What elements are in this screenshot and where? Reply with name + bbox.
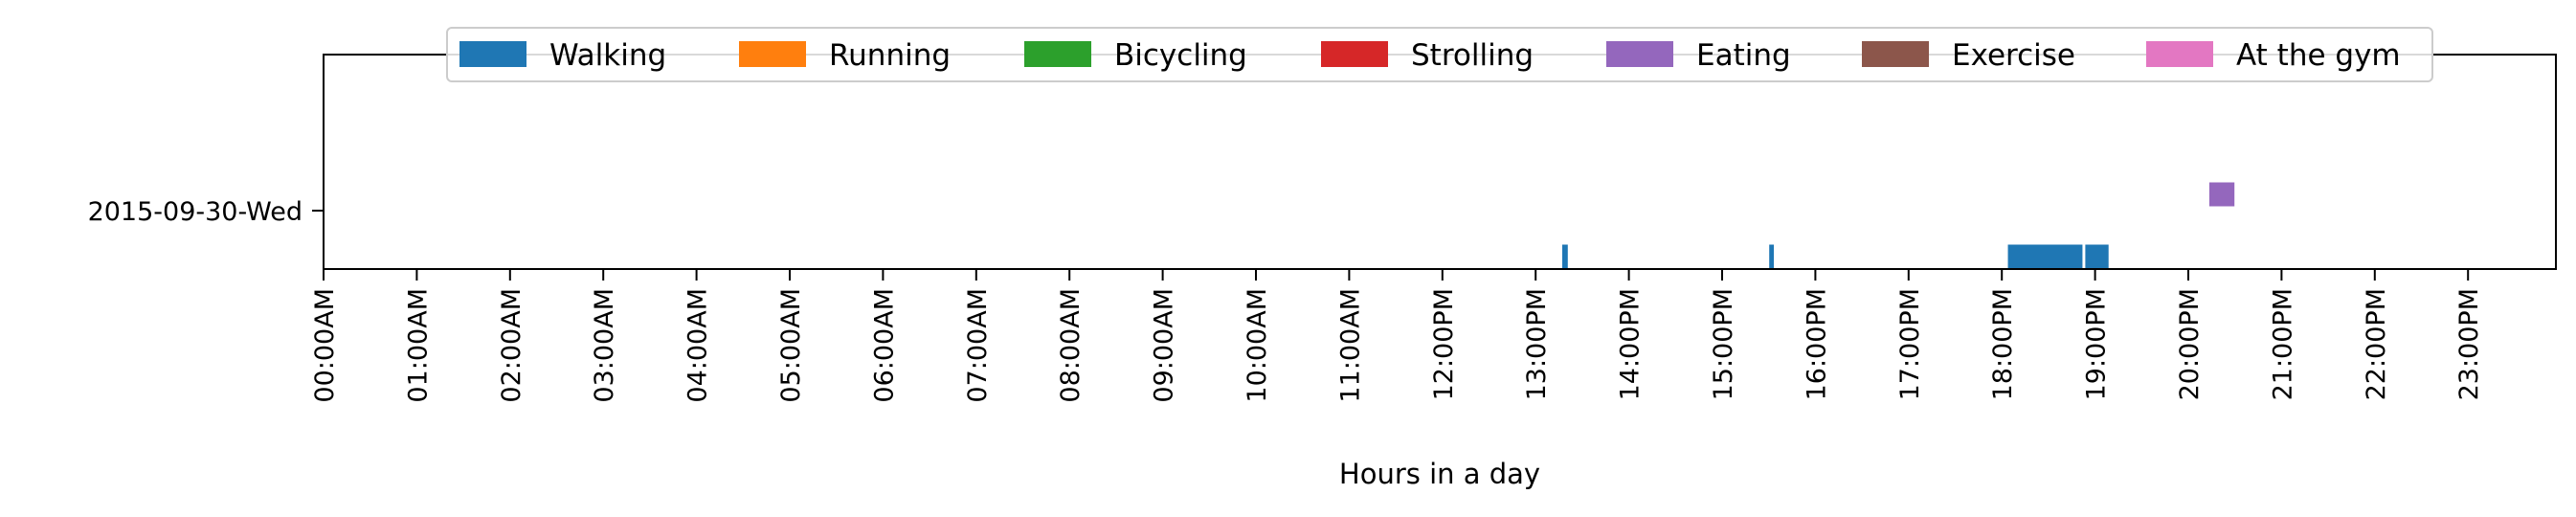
activity-bar-eating <box>2207 181 2236 208</box>
legend-swatch-bicycling <box>1024 41 1091 67</box>
y-axis: 2015-09-30-Wed <box>88 197 324 227</box>
plot-area <box>324 55 2556 269</box>
x-tick-label: 09:00AM <box>1150 288 1179 403</box>
x-axis: 00:00AM 01:00AM 02:00AM 03:00AM 04:00AM 05:00… <box>310 269 2484 403</box>
legend-label: Strolling <box>1411 38 1534 73</box>
legend-label: Eating <box>1696 38 1791 73</box>
legend-label: Running <box>829 38 951 73</box>
legend-swatch-eating <box>1606 41 1673 67</box>
legend-box <box>446 27 2433 82</box>
x-tick-label: 13:00PM <box>1522 288 1552 400</box>
activity-bars <box>1560 181 2236 270</box>
x-tick-label: 03:00AM <box>590 288 619 403</box>
x-tick-label: 00:00AM <box>310 288 340 403</box>
legend: Walking Running Bicycling Strolling Eating Ex… <box>446 27 2433 82</box>
y-tick-label: 2015-09-30-Wed <box>88 197 302 227</box>
legend-swatch-at-the-gym <box>2146 41 2213 67</box>
legend-swatch-running <box>739 41 806 67</box>
x-tick-label: 11:00AM <box>1335 288 1365 403</box>
x-tick-label: 19:00PM <box>2082 288 2112 400</box>
x-tick-label: 01:00AM <box>403 288 433 403</box>
legend-label: Walking <box>549 38 666 73</box>
x-tick-label: 02:00AM <box>497 288 526 403</box>
x-axis-label: Hours in a day <box>1339 458 1540 490</box>
x-tick-label: 17:00PM <box>1895 288 1925 400</box>
legend-swatch-exercise <box>1862 41 1929 67</box>
legend-swatch-strolling <box>1321 41 1388 67</box>
x-tick-label: 07:00AM <box>963 288 993 403</box>
x-tick-label: 04:00AM <box>683 288 713 403</box>
x-tick-label: 14:00PM <box>1616 288 1646 400</box>
activity-bar-walking <box>2084 243 2110 270</box>
x-tick-label: 05:00AM <box>776 288 806 403</box>
x-tick-label: 22:00PM <box>2362 288 2391 400</box>
x-tick-label: 06:00AM <box>869 288 899 403</box>
x-tick-label: 12:00PM <box>1429 288 1459 400</box>
activity-bar-walking <box>1560 243 1569 270</box>
legend-label: Bicycling <box>1114 38 1247 73</box>
x-tick-label: 18:00PM <box>1988 288 2018 400</box>
legend-label: Exercise <box>1952 38 2075 73</box>
legend-label: At the gym <box>2236 38 2401 73</box>
activity-bar-walking <box>2006 243 2084 270</box>
x-tick-label: 16:00PM <box>1802 288 1831 400</box>
x-tick-label: 08:00AM <box>1056 288 1086 403</box>
x-tick-label: 15:00PM <box>1709 288 1738 400</box>
x-tick-label: 10:00AM <box>1243 288 1272 403</box>
x-tick-label: 21:00PM <box>2268 288 2297 400</box>
activity-bar-walking <box>1768 243 1776 270</box>
x-tick-label: 20:00PM <box>2175 288 2205 400</box>
x-tick-label: 23:00PM <box>2454 288 2484 400</box>
legend-swatch-walking <box>459 41 526 67</box>
